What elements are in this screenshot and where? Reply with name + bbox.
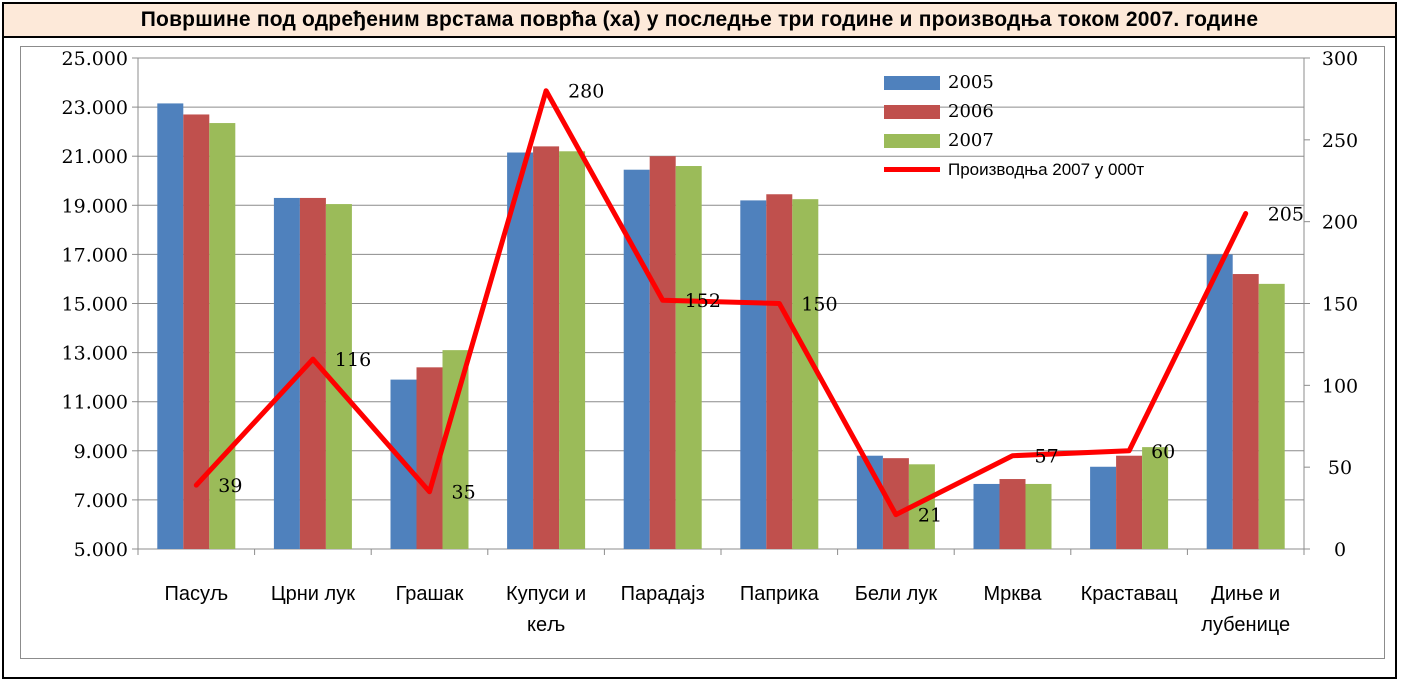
production-data-label: 39 — [218, 475, 242, 497]
left-tick-label: 21.000 — [62, 146, 128, 168]
bar-2006-1 — [299, 197, 326, 549]
right-tick-label: 50 — [1328, 457, 1352, 479]
bar-2005-9 — [1206, 254, 1233, 549]
bar-2005-7 — [973, 483, 1000, 549]
right-tick-label: 200 — [1322, 212, 1358, 234]
legend-item-production: Производња 2007 у 000т — [884, 155, 1144, 184]
bar-2006-5 — [766, 194, 793, 549]
bar-2006-4 — [649, 156, 676, 549]
production-point — [1011, 454, 1014, 458]
category-label: Грашак — [396, 583, 464, 605]
bar-2005-1 — [273, 197, 300, 549]
category-label: лубенице — [1201, 614, 1290, 636]
left-tick-label: 9.000 — [74, 441, 128, 463]
production-point — [1244, 211, 1248, 215]
left-tick-label: 11.000 — [62, 392, 128, 414]
bar-2007-3 — [559, 151, 586, 550]
legend-label-2007: 2007 — [948, 130, 994, 151]
legend-label-production: Производња 2007 у 000т — [948, 159, 1145, 179]
legend-swatch-2007 — [884, 133, 940, 148]
legend-swatch-2005 — [884, 75, 940, 90]
bar-2005-0 — [157, 103, 184, 549]
left-tick-label: 13.000 — [62, 343, 128, 365]
production-point — [661, 298, 665, 302]
bar-2007-7 — [1025, 483, 1052, 549]
legend-label-2005: 2005 — [948, 72, 994, 93]
category-label: кељ — [527, 614, 565, 636]
production-point — [194, 483, 198, 487]
production-data-label: 116 — [335, 349, 371, 371]
production-data-label: 150 — [801, 294, 837, 316]
legend-label-2006: 2006 — [948, 101, 994, 122]
bar-2006-7 — [999, 479, 1026, 549]
production-point — [428, 490, 431, 494]
bar-2007-8 — [1142, 447, 1169, 549]
bar-2005-8 — [1090, 466, 1117, 549]
legend-item-2005: 2005 — [884, 68, 1144, 97]
bar-2007-9 — [1258, 283, 1285, 549]
category-label: Црни лук — [271, 583, 355, 605]
legend-item-2006: 2006 — [884, 97, 1144, 126]
left-tick-label: 23.000 — [62, 97, 128, 119]
production-point — [544, 89, 548, 93]
category-label: Парадајз — [621, 583, 705, 605]
production-point — [777, 302, 781, 305]
category-label: Паприка — [740, 583, 820, 605]
bar-2006-6 — [882, 458, 909, 549]
production-data-label: 280 — [568, 81, 604, 103]
bar-2005-4 — [623, 169, 650, 549]
left-tick-label: 5.000 — [74, 539, 128, 561]
right-tick-label: 150 — [1322, 294, 1358, 316]
legend-item-2007: 2007 — [884, 126, 1144, 155]
legend-swatch-production — [884, 167, 940, 172]
legend: 2005 2006 2007 Производња 2007 у 000т — [884, 68, 1144, 184]
production-point — [894, 513, 898, 517]
left-tick-label: 15.000 — [62, 294, 128, 316]
production-data-label: 60 — [1151, 441, 1175, 463]
category-label: Диње и — [1211, 583, 1280, 605]
right-tick-label: 0 — [1334, 539, 1346, 561]
right-tick-label: 250 — [1322, 130, 1358, 152]
bar-2007-5 — [792, 199, 819, 549]
category-label: Краставац — [1081, 583, 1178, 605]
chart-title: Површине под одређеним врстама поврћа (х… — [2, 2, 1397, 38]
category-label: Купуси и — [506, 583, 586, 605]
bar-2006-8 — [1116, 455, 1143, 549]
bar-2007-0 — [209, 123, 236, 550]
left-tick-label: 17.000 — [62, 244, 128, 266]
production-line — [193, 88, 1249, 518]
bar-2007-2 — [442, 350, 469, 549]
left-tick-label: 25.000 — [62, 48, 128, 70]
production-point — [311, 357, 315, 361]
bar-2006-9 — [1232, 274, 1259, 549]
right-tick-label: 300 — [1322, 48, 1358, 70]
production-data-label: 57 — [1035, 446, 1059, 468]
category-label: Пасуљ — [164, 583, 228, 605]
outer-frame — [2, 38, 1397, 679]
left-tick-label: 19.000 — [62, 195, 128, 217]
production-data-label: 205 — [1268, 203, 1304, 225]
bar-2006-3 — [533, 146, 560, 549]
bar-2007-4 — [675, 166, 702, 549]
right-tick-label: 100 — [1322, 375, 1358, 397]
production-data-label: 21 — [918, 505, 942, 527]
production-point — [1127, 449, 1131, 453]
production-data-label: 152 — [685, 290, 721, 312]
bar-2005-5 — [740, 200, 767, 549]
category-label: Бели лук — [855, 583, 938, 605]
production-data-label: 35 — [452, 482, 476, 504]
left-tick-label: 7.000 — [74, 490, 128, 512]
legend-swatch-2006 — [884, 104, 940, 119]
category-label: Мрква — [983, 583, 1042, 605]
